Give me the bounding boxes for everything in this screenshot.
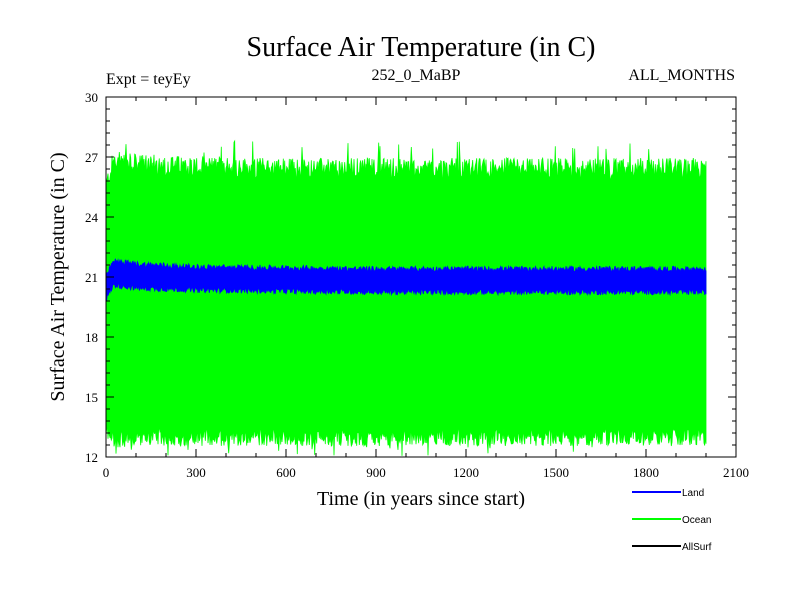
y-tick-label: 18: [85, 330, 98, 345]
x-tick-label: 1800: [633, 465, 659, 480]
experiment-label: Expt = teyEy: [106, 71, 191, 88]
ocean-series-band: [105, 258, 707, 302]
axis-ticks: [105, 96, 737, 458]
y-tick-labels: 12 15 18 21 24 27 30: [85, 90, 99, 465]
x-tick-label: 1500: [543, 465, 569, 480]
y-axis-label: Surface Air Temperature (in C): [47, 152, 69, 401]
x-tick-label: 300: [186, 465, 206, 480]
x-tick-label: 2100: [723, 465, 749, 480]
legend-ocean-label: Land: [682, 488, 704, 499]
ocean-series-band-path: [105, 258, 707, 302]
x-tick-label: 900: [366, 465, 386, 480]
x-tick-label: 0: [103, 465, 110, 480]
land-series-band-path: [105, 139, 707, 456]
y-tick-label: 24: [85, 210, 99, 225]
x-tick-label: 1200: [453, 465, 479, 480]
y-tick-label: 27: [85, 150, 99, 165]
legend-land-label: Ocean: [682, 515, 711, 526]
land-series-band: [105, 139, 707, 456]
x-tick-label: 600: [276, 465, 296, 480]
legend-allsurf-label: AllSurf: [682, 542, 712, 553]
y-tick-label: 15: [85, 390, 98, 405]
period-label: 252_0_MaBP: [372, 67, 461, 84]
x-axis-label: Time (in years since start): [317, 488, 525, 510]
x-tick-labels: 0 300 600 900 1200 1500 1800 2100: [103, 465, 749, 480]
chart-title: Surface Air Temperature (in C): [247, 32, 596, 63]
legend: Land Ocean AllSurf: [632, 488, 712, 553]
y-tick-label: 12: [85, 450, 98, 465]
y-tick-label: 21: [85, 270, 98, 285]
months-label: ALL_MONTHS: [628, 67, 735, 84]
y-tick-label: 30: [85, 90, 98, 105]
